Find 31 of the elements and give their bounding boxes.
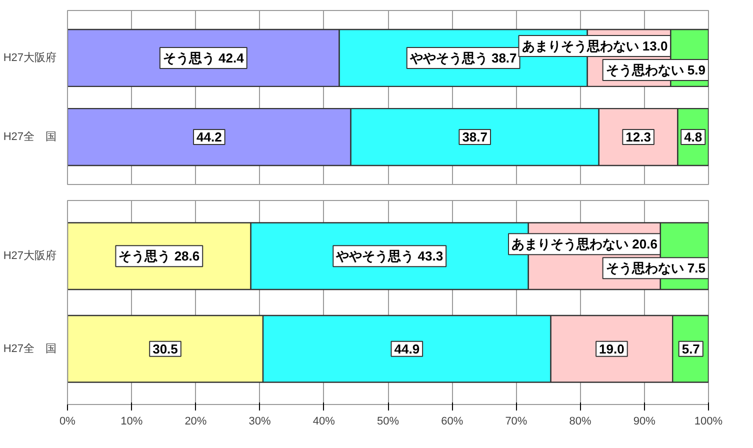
x-tick-label: 80% [569,416,592,428]
data-label: 4.8 [684,130,702,145]
x-tick-label: 20% [184,416,207,428]
data-label: 19.0 [599,341,624,356]
x-tick-label: 0% [60,416,76,428]
data-label: ややそう思う 38.7 [408,50,517,66]
y-tick-label: H27全 国 [3,342,57,355]
data-label: 38.7 [462,130,488,145]
data-label: 44.2 [196,130,222,145]
data-label: そう思わない 5.9 [606,62,706,78]
data-label: そう思う 28.6 [118,248,200,264]
data-label: そう思わない 7.5 [606,260,706,276]
x-tick-label: 90% [633,416,656,428]
x-tick-label: 30% [248,416,272,428]
x-tick-label: 60% [441,416,464,428]
data-label: 12.3 [626,130,651,145]
data-label: 5.7 [682,341,700,356]
data-label: あまりそう思わない 20.6 [512,236,658,252]
x-tick-label: 40% [312,416,336,428]
data-label: ややそう思う 43.3 [335,248,444,264]
data-label: 30.5 [152,341,178,356]
x-tick-label: 50% [376,416,400,428]
data-label: 44.9 [394,341,420,356]
y-tick-label: H27大阪府 [3,249,57,262]
x-tick-label: 100% [694,416,723,428]
x-tick-label: 10% [120,416,143,428]
x-tick-label: 70% [505,416,528,428]
y-tick-label: H27大阪府 [3,50,57,64]
data-label: そう思う 42.4 [162,50,245,66]
y-tick-label: H27全 国 [3,131,57,144]
data-label: あまりそう思わない 13.0 [522,38,668,54]
